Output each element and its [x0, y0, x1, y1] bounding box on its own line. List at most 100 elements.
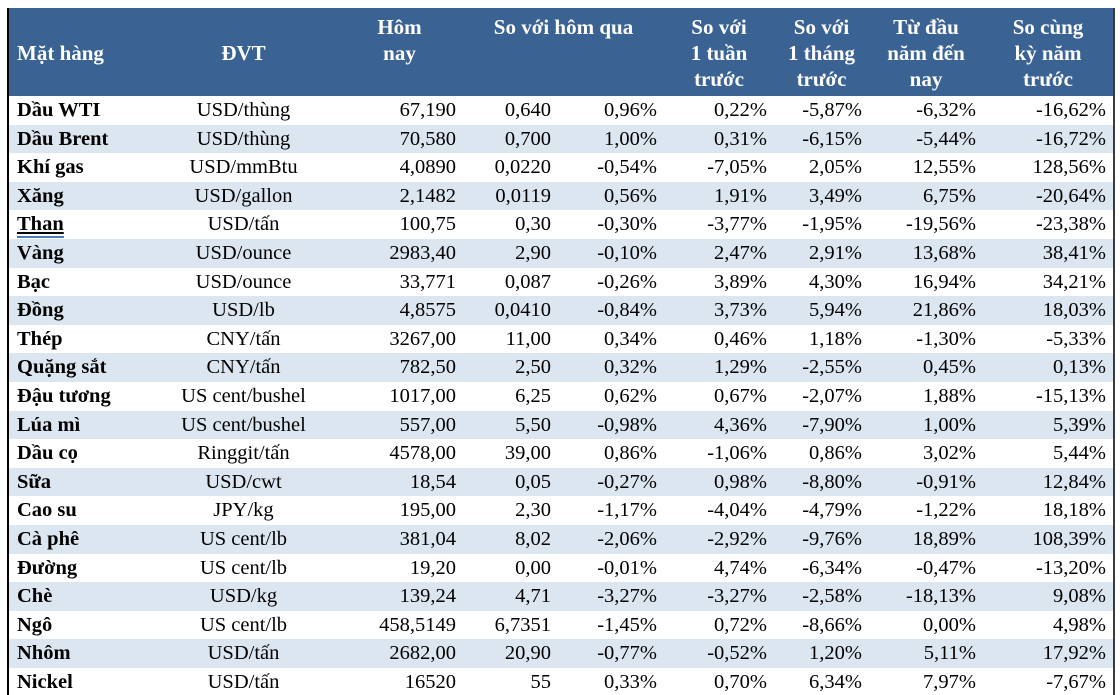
cell-item: Khí gas	[8, 153, 151, 182]
cell-month_pct: 5,94%	[809, 299, 862, 322]
cell-item: Quặng sắt	[8, 353, 151, 382]
cell-year_pct: 38,41%	[1042, 241, 1106, 264]
table-row: Đồng USD/lb 4,8575 0,0410 -0,84% 3,73% 5,94% 21…	[8, 296, 1114, 325]
cell-today: 458,5149	[379, 613, 456, 636]
commodity-label: Lúa mì	[17, 413, 81, 436]
cell-year_pct: -15,13%	[1035, 384, 1106, 407]
table-row: Đường US cent/lb 19,20 0,00 -0,01% 4,74% -6,34…	[8, 553, 1114, 583]
cell-ytd_pct: 18,89%	[912, 527, 976, 550]
cell-item: Vàng	[8, 239, 151, 268]
cell-change: 2,30	[515, 499, 551, 522]
cell-item: Sữa	[8, 468, 151, 497]
cell-ytd_pct: -5,44%	[916, 127, 976, 150]
cell-ytd_pct: 16,94%	[912, 270, 976, 293]
cell-week_pct: 0,31%	[714, 127, 767, 150]
cell-week_pct: 0,46%	[714, 327, 767, 350]
commodity-label: Vàng	[17, 241, 64, 264]
cell-year_pct: 17,92%	[1042, 642, 1106, 665]
cell-month_pct: 0,86%	[809, 442, 862, 465]
table-row: Sữa USD/cwt 18,54 0,05 -0,27% 0,98% -8,80% -0,9…	[8, 467, 1114, 497]
cell-change: 39,00	[504, 442, 551, 465]
cell-today: 139,24	[399, 585, 456, 608]
cell-today: 1017,00	[389, 384, 456, 407]
cell-change: 0,05	[515, 470, 551, 493]
cell-change: 5,50	[515, 413, 551, 436]
header-vs-year: So cùng kỳ năm trước	[983, 8, 1114, 96]
cell-unit: USD/tấn	[207, 213, 280, 236]
cell-today: 2682,00	[389, 642, 456, 665]
cell-week_pct: 1,29%	[714, 356, 767, 379]
cell-today: 33,771	[399, 270, 456, 293]
cell-year_pct: -23,38%	[1035, 213, 1106, 236]
table-row: Khí gas USD/mmBtu 4,0890 0,0220 -0,54% -7,05%…	[8, 153, 1114, 182]
table-row: Bạc USD/ounce 33,771 0,087 -0,26% 3,89% 4,30% 1…	[8, 267, 1114, 297]
cell-year_pct: 128,56%	[1032, 156, 1106, 179]
cell-change_pct: -0,01%	[597, 556, 657, 579]
cell-unit: Ringgit/tấn	[197, 442, 290, 465]
cell-change_pct: 0,33%	[604, 670, 657, 693]
cell-item: Lúa mì	[8, 411, 151, 440]
cell-item: Thép	[8, 325, 151, 354]
header-item: Mặt hàng	[8, 8, 151, 96]
table-row: Quặng sắt CNY/tấn 782,50 2,50 0,32% 1,29% -2,5…	[8, 353, 1114, 382]
cell-item: Cao su	[8, 496, 151, 525]
cell-year_pct: 0,13%	[1053, 356, 1106, 379]
cell-week_pct: -1,06%	[707, 442, 767, 465]
cell-unit: USD/tấn	[207, 670, 280, 693]
cell-unit: US cent/lb	[199, 527, 288, 550]
cell-month_pct: -6,34%	[802, 556, 862, 579]
cell-item: Đường	[8, 554, 151, 583]
cell-month_pct: -2,07%	[802, 384, 862, 407]
commodity-price-table-wrap: Mặt hàng ĐVT Hôm nay So với hôm qua So v…	[7, 8, 1115, 695]
cell-unit: USD/thùng	[196, 99, 291, 121]
cell-year_pct: 108,39%	[1032, 527, 1106, 550]
cell-change_pct: -3,27%	[597, 585, 657, 608]
cell-ytd_pct: -19,56%	[905, 213, 976, 236]
commodity-price-table: Mặt hàng ĐVT Hôm nay So với hôm qua So v…	[7, 8, 1115, 695]
cell-item: Cà phê	[8, 525, 151, 554]
commodity-label: Chè	[17, 585, 53, 608]
cell-year_pct: 18,18%	[1042, 499, 1106, 522]
cell-change: 4,71	[515, 585, 551, 608]
header-vs-yesterday: So với hôm qua	[463, 8, 664, 96]
cell-week_pct: -3,77%	[707, 213, 767, 236]
cell-today: 557,00	[399, 413, 456, 436]
cell-change: 0,0119	[495, 184, 551, 207]
cell-change: 0,0220	[494, 156, 551, 179]
commodity-label: Thép	[17, 327, 63, 350]
cell-today: 3267,00	[389, 327, 456, 350]
cell-week_pct: -4,04%	[707, 499, 767, 522]
table-row: Vàng USD/ounce 2983,40 2,90 -0,10% 2,47% 2,91%…	[8, 238, 1114, 268]
cell-ytd_pct: -6,32%	[916, 99, 976, 121]
cell-month_pct: -7,90%	[802, 413, 862, 436]
cell-month_pct: -1,95%	[802, 213, 862, 236]
commodity-label: Nhôm	[17, 642, 71, 665]
cell-today: 4578,00	[389, 442, 456, 465]
cell-ytd_pct: -1,30%	[916, 327, 976, 350]
cell-change_pct: -0,54%	[597, 156, 657, 179]
cell-week_pct: 0,22%	[714, 99, 767, 121]
cell-item: Đồng	[8, 296, 151, 325]
cell-today: 2983,40	[389, 241, 456, 264]
cell-week_pct: 1,91%	[714, 184, 767, 207]
cell-year_pct: 5,44%	[1053, 442, 1106, 465]
cell-today: 782,50	[399, 356, 456, 379]
cell-change: 0,0410	[494, 299, 551, 322]
cell-month_pct: -8,80%	[802, 470, 862, 493]
cell-change_pct: -0,84%	[597, 299, 657, 322]
cell-unit: US cent/bushel	[181, 413, 306, 436]
cell-today: 18,54	[409, 470, 456, 493]
table-row: Dầu cọ Ringgit/tấn 4578,00 39,00 0,86% -1,06%…	[8, 439, 1114, 468]
cell-year_pct: -13,20%	[1035, 556, 1106, 579]
cell-week_pct: 0,70%	[714, 670, 767, 693]
header-row: Mặt hàng ĐVT Hôm nay So với hôm qua So v…	[8, 8, 1114, 96]
cell-ytd_pct: 0,00%	[923, 613, 976, 636]
cell-week_pct: -0,52%	[707, 642, 767, 665]
commodity-label: Xăng	[17, 184, 64, 207]
cell-today: 16520	[404, 670, 456, 693]
table-row: Lúa mì US cent/bushel 557,00 5,50 -0,98% 4,36…	[8, 410, 1114, 440]
cell-ytd_pct: 1,00%	[923, 413, 976, 436]
cell-unit: USD/kg	[209, 585, 278, 608]
commodity-label: Cà phê	[17, 527, 80, 550]
